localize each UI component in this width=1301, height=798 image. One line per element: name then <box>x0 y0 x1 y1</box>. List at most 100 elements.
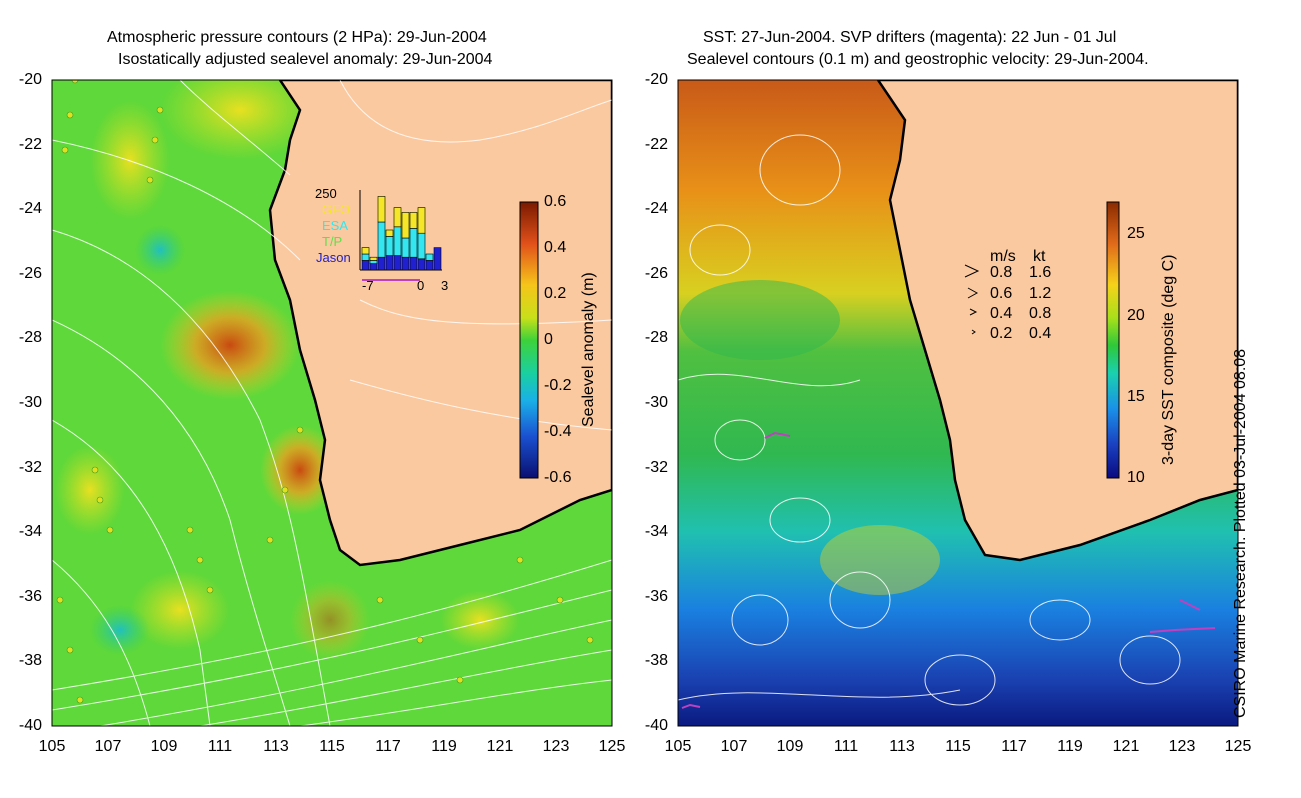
right-x-tick: 113 <box>889 738 915 755</box>
left-x-tick: 111 <box>207 738 233 755</box>
inset-bar-chart <box>359 190 442 281</box>
left-x-tick: 113 <box>263 738 289 755</box>
right-colorbar-tick: 25 <box>1127 225 1145 243</box>
right-x-tick: 119 <box>1057 738 1083 755</box>
left-y-tick: -38 <box>18 652 42 670</box>
right-y-tick: -34 <box>644 523 668 541</box>
right-colorbar-tick: 20 <box>1127 306 1145 324</box>
inset-bar-esa <box>393 226 402 256</box>
velocity-legend-kt-3: 0.8 <box>1029 305 1052 322</box>
velocity-legend-kt-1: 1.6 <box>1029 264 1052 281</box>
inset-bar-gfo <box>401 212 410 239</box>
right-x-tick: 125 <box>1224 738 1252 755</box>
left-colorbar <box>519 201 539 479</box>
inset-bar-jason <box>385 255 394 271</box>
left-y-tick: -26 <box>18 264 42 282</box>
left-y-tick: -22 <box>18 135 42 153</box>
left-x-tick: 121 <box>486 738 514 755</box>
right-x-tick: 111 <box>833 738 859 755</box>
right-y-tick: -32 <box>644 458 668 476</box>
right-x-tick: 121 <box>1112 738 1140 755</box>
right-y-tick: -40 <box>644 717 668 734</box>
left-y-tick: -36 <box>18 587 42 605</box>
right-y-tick: -24 <box>644 200 668 218</box>
inset-bar-esa <box>377 221 386 258</box>
right-colorbar-tick: 10 <box>1127 469 1145 486</box>
inset-bar-jason <box>377 256 386 271</box>
inset-legend-gfo: GFO <box>322 202 351 217</box>
right-colorbar-tick: 15 <box>1127 387 1145 405</box>
right-y-tick: -38 <box>644 652 668 670</box>
inset-legend-esa: ESA <box>322 218 349 233</box>
inset-bar-jason <box>433 247 442 271</box>
inset-legend-jason: Jason <box>316 250 351 265</box>
inset-bar-gfo <box>361 247 370 255</box>
left-x-tick: 123 <box>542 738 570 755</box>
inset-bar-esa <box>417 232 426 260</box>
right-y-tick: -22 <box>644 135 668 153</box>
left-map-frame <box>51 79 613 727</box>
right-x-tick: 117 <box>1001 738 1027 755</box>
inset-bar-jason <box>369 263 378 271</box>
inset-bar-gfo <box>409 212 418 229</box>
inset-bar-gfo <box>385 229 394 237</box>
inset-bar-gfo <box>417 207 426 234</box>
right-y-tick: -36 <box>644 587 668 605</box>
left-colorbar-label: Sealevel anomaly (m) <box>580 272 597 427</box>
left-colorbar-tick: 0.2 <box>544 285 567 302</box>
velocity-legend-kt-4: 0.4 <box>1029 325 1052 342</box>
right-x-tick: 107 <box>720 738 748 755</box>
left-title-line2: Isostatically adjusted sealevel anomaly:… <box>118 51 493 68</box>
inset-bar-esa <box>401 237 410 258</box>
inset-bar-jason <box>401 256 410 271</box>
velocity-legend-kt-2: 1.2 <box>1029 285 1052 302</box>
right-y-tick: -20 <box>644 71 668 88</box>
inset-bar-esa <box>425 253 434 261</box>
left-y-tick: -28 <box>18 329 42 347</box>
right-map <box>678 80 1238 726</box>
left-colorbar-tick: -0.6 <box>544 469 572 486</box>
inset-x-tick-3: 3 <box>441 278 449 293</box>
left-y-tick: -20 <box>18 71 42 88</box>
inset-bar-esa <box>409 228 418 258</box>
inset-bar-gfo <box>369 256 378 261</box>
left-x-tick: 119 <box>431 738 457 755</box>
velocity-legend-ms-1: 0.8 <box>990 264 1013 281</box>
right-x-tick: 105 <box>664 738 692 755</box>
left-y-tick: -34 <box>18 523 42 541</box>
left-colorbar-tick: 0.4 <box>544 239 567 256</box>
left-colorbar-tick: 0 <box>544 331 553 348</box>
left-x-tick: 105 <box>38 738 66 755</box>
velocity-legend-ms-2: 0.6 <box>990 285 1013 302</box>
right-x-tick: 123 <box>1168 738 1196 755</box>
left-x-tick: 115 <box>319 738 345 755</box>
left-colorbar-tick: -0.2 <box>544 377 572 394</box>
inset-bar-jason <box>393 255 402 271</box>
inset-bar-jason <box>361 260 370 271</box>
inset-bar-esa <box>369 260 378 264</box>
credit-text: CSIRO Marine Research. Plotted 03-Jul-20… <box>1232 348 1249 718</box>
right-title-line1: SST: 27-Jun-2004. SVP drifters (magenta)… <box>703 29 1117 46</box>
left-y-tick: -30 <box>18 394 42 411</box>
right-title-line2: Sealevel contours (0.1 m) and geostrophi… <box>687 51 1149 68</box>
inset-legend-tp: T/P <box>322 234 343 249</box>
right-x-tick: 109 <box>776 738 804 755</box>
left-y-tick: -40 <box>18 717 42 734</box>
velocity-legend-ms-4: 0.2 <box>990 325 1013 342</box>
velocity-legend-arrows <box>964 264 980 335</box>
inset-x-tick-0: 0 <box>417 278 425 293</box>
inset-bar-esa <box>361 253 370 261</box>
left-x-tick: 107 <box>94 738 122 755</box>
inset-bar-jason <box>425 260 434 271</box>
inset-bar-esa <box>385 236 394 256</box>
left-map <box>52 80 612 726</box>
left-x-tick: 117 <box>375 738 401 755</box>
left-colorbar-tick: 0.6 <box>544 193 567 210</box>
velocity-legend-header-ms: m/s <box>990 248 1016 265</box>
left-x-tick: 109 <box>150 738 178 755</box>
inset-bar-jason <box>417 258 426 271</box>
right-y-tick: -26 <box>644 264 668 282</box>
inset-y-top-label: 250 <box>315 186 337 201</box>
inset-bar-jason <box>409 256 418 271</box>
